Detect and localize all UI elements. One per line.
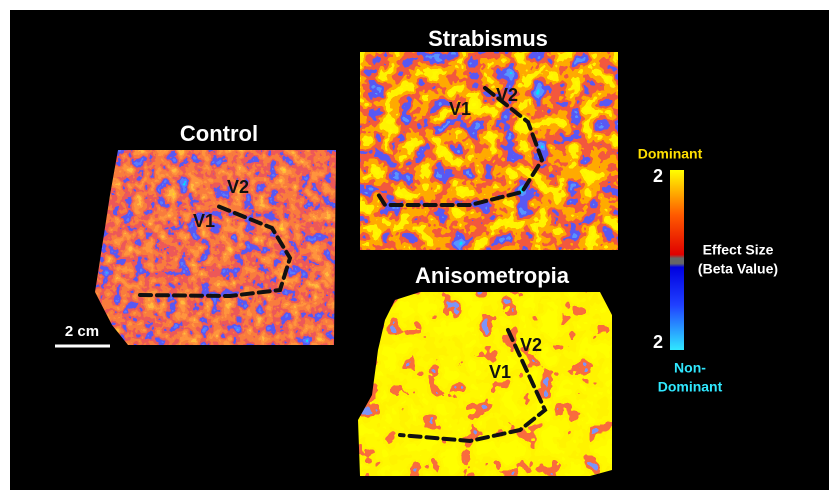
control-map: [90, 145, 340, 350]
area-label: V2: [227, 177, 249, 197]
panel-title: Strabismus: [428, 26, 548, 51]
colorbar-bottom-label: Non-: [674, 360, 706, 376]
area-label: V1: [489, 362, 511, 382]
colorbar-top-label: Dominant: [638, 146, 703, 162]
area-label: V2: [496, 85, 518, 105]
area-label: V2: [520, 335, 542, 355]
colorbar-top-value: 2: [653, 166, 663, 186]
panel-title: Control: [180, 121, 258, 146]
colorbar-bottom-label: Dominant: [658, 379, 723, 395]
scale-label: 2 cm: [65, 323, 99, 340]
area-label: V1: [193, 211, 215, 231]
figure: Control V2 V1 2 cm Strabismus V1 V2 Anis…: [0, 0, 829, 490]
colorbar-title: Effect Size: [703, 242, 774, 258]
colorbar: [670, 170, 684, 350]
colorbar-title: (Beta Value): [698, 261, 778, 277]
panel-title: Anisometropia: [415, 263, 570, 288]
anisometropia-map: [355, 290, 615, 480]
colorbar-bottom-value: 2: [653, 332, 663, 352]
area-label: V1: [449, 99, 471, 119]
strabismus-map: [360, 52, 618, 250]
